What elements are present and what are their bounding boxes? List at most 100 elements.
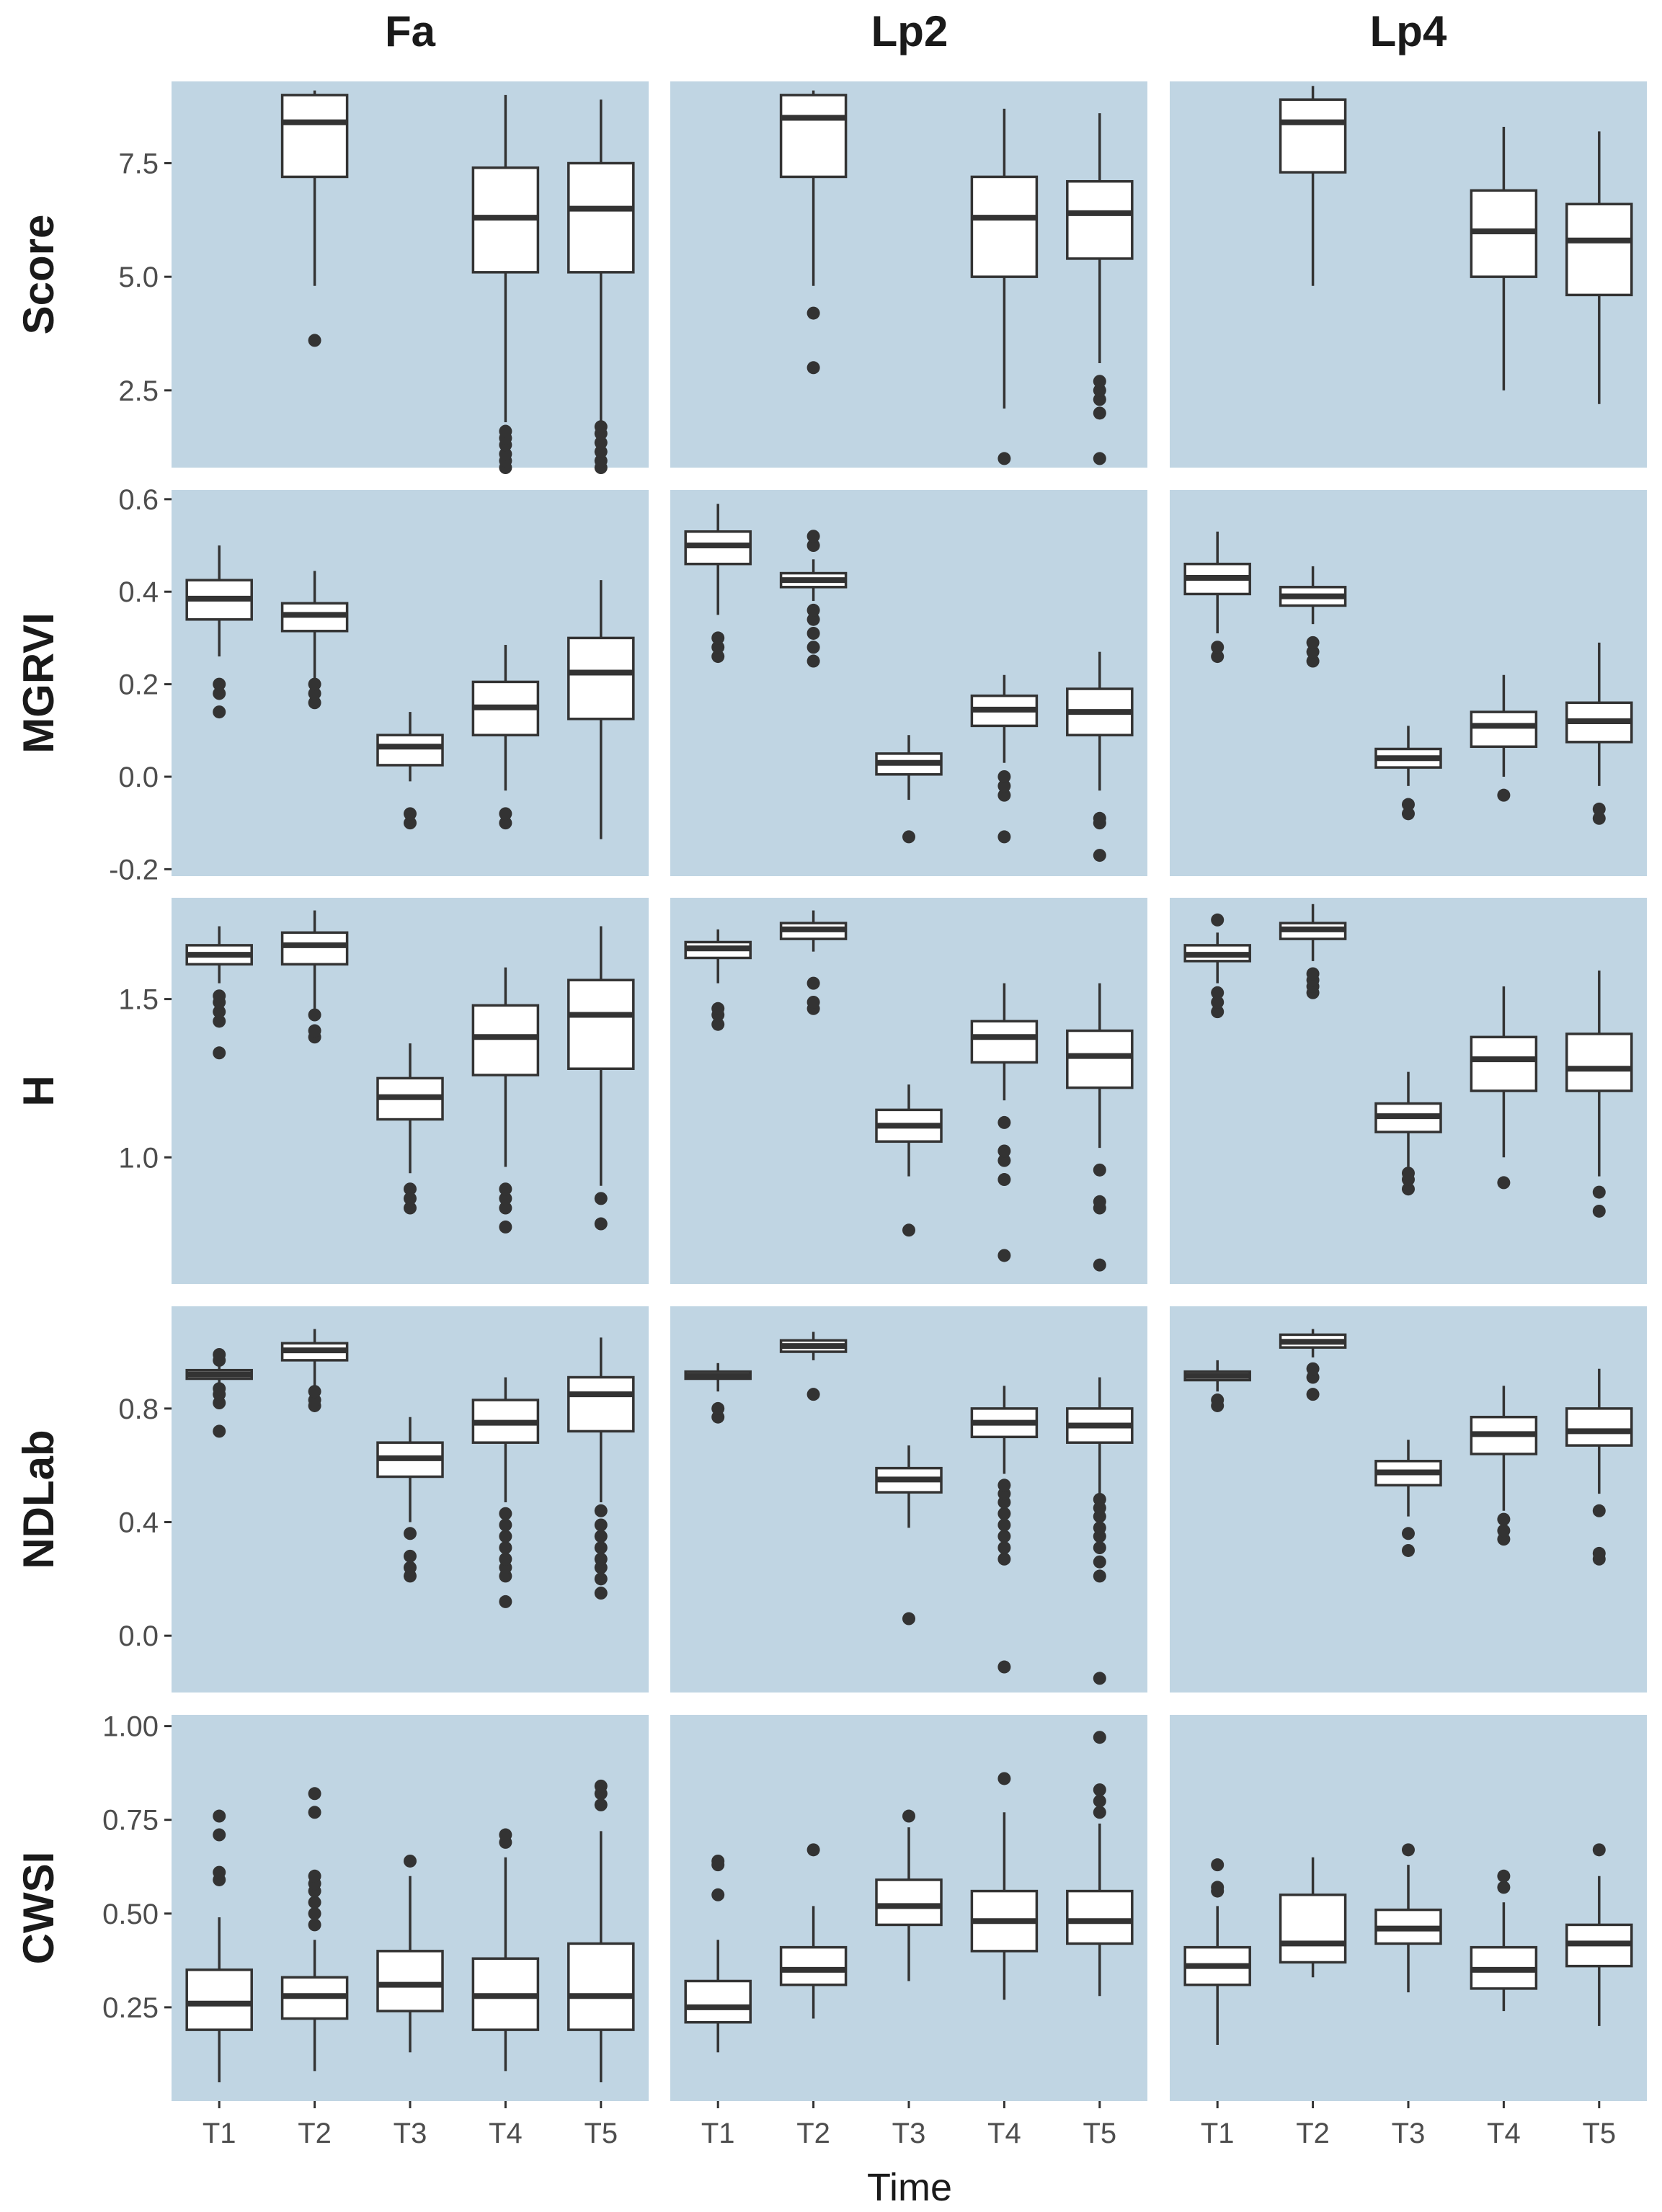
- outlier-point: [806, 654, 820, 668]
- boxplot: [1470, 986, 1538, 1190]
- y-tick-label: 0.2: [118, 669, 159, 701]
- outlier-point: [1211, 913, 1225, 927]
- facet-panel: [670, 1715, 1147, 2101]
- outlier-point: [594, 1779, 608, 1793]
- outlier-point: [997, 1541, 1011, 1554]
- iqr-box: [567, 1942, 635, 2031]
- outlier-point: [499, 1201, 512, 1215]
- y-tick-label: 1.5: [118, 984, 159, 1016]
- panel-background: [670, 81, 1147, 468]
- outlier-point: [213, 705, 226, 719]
- outlier-point: [213, 1809, 226, 1823]
- outlier-point: [1592, 1546, 1606, 1560]
- boxplot: [1066, 1377, 1134, 1685]
- outlier-point: [806, 603, 820, 617]
- boxplot: [185, 1348, 253, 1438]
- panel-background: [172, 81, 649, 468]
- boxplot: [1565, 642, 1633, 825]
- outlier-point: [1093, 849, 1106, 862]
- y-tick-label: 0.0: [118, 762, 159, 793]
- boxplot: [1565, 1368, 1633, 1566]
- outlier-point: [404, 1527, 417, 1540]
- x-axis-title: Time: [867, 2166, 952, 2209]
- x-tick-label: T5: [584, 2118, 618, 2149]
- boxplot: [280, 1329, 349, 1412]
- facet-panel: [670, 81, 1147, 468]
- boxplot: [1279, 904, 1347, 999]
- boxplot: [1279, 1329, 1347, 1401]
- outlier-point: [213, 1348, 226, 1361]
- outlier-point: [404, 1854, 417, 1868]
- iqr-box: [1279, 98, 1347, 174]
- outlier-point: [499, 447, 512, 461]
- boxplot: [875, 1809, 943, 1981]
- outlier-point: [594, 1192, 608, 1205]
- boxplot: [779, 1332, 848, 1401]
- outlier-point: [594, 1572, 608, 1586]
- outlier-point: [711, 641, 725, 654]
- x-tick-label: T5: [1083, 2118, 1116, 2149]
- row-label: NDLab: [14, 1430, 63, 1569]
- x-tick-label: T2: [796, 2118, 830, 2149]
- boxplot: [1279, 86, 1347, 286]
- outlier-point: [1402, 807, 1415, 821]
- row-label: Score: [14, 215, 63, 335]
- y-tick-label: 0.4: [118, 576, 159, 608]
- outlier-point: [1093, 1195, 1106, 1208]
- outlier-point: [594, 1587, 608, 1600]
- boxplot: [1470, 1869, 1538, 2012]
- outlier-point: [806, 1843, 820, 1857]
- boxplot: [280, 571, 349, 710]
- y-tick-label: 7.5: [118, 148, 159, 180]
- facet-panel: [1170, 898, 1647, 1284]
- y-axis: 0.0 0.4 0.8: [118, 1393, 172, 1652]
- boxplot: [970, 108, 1039, 465]
- outlier-point: [499, 1828, 512, 1842]
- outlier-point: [1093, 1731, 1106, 1744]
- boxplot: [1183, 1360, 1251, 1412]
- y-tick-label: 1.0: [118, 1142, 159, 1174]
- outlier-point: [1402, 1527, 1415, 1540]
- y-axis: 1.0 1.5: [118, 984, 172, 1174]
- outlier-point: [1402, 1167, 1415, 1180]
- outlier-point: [213, 687, 226, 700]
- boxplot: [1066, 113, 1134, 465]
- boxplot: [875, 1084, 943, 1237]
- outlier-point: [594, 1504, 608, 1517]
- boxplot: [1374, 726, 1442, 821]
- outlier-point: [1402, 1182, 1415, 1196]
- boxplot: [376, 1854, 444, 2053]
- outlier-point: [499, 1530, 512, 1543]
- boxplot: [567, 926, 635, 1231]
- outlier-point: [997, 1115, 1011, 1129]
- facet-panel: [172, 81, 649, 474]
- boxplot: [185, 926, 253, 1060]
- y-tick-label: 0.75: [102, 1805, 159, 1837]
- outlier-point: [997, 1530, 1011, 1543]
- boxplot: [1565, 131, 1633, 404]
- x-tick-label: T3: [394, 2118, 427, 2149]
- outlier-point: [404, 1182, 417, 1196]
- facet-panel: [172, 490, 649, 876]
- boxplot: [280, 910, 349, 1044]
- iqr-box: [1279, 1894, 1347, 1964]
- y-tick-label: 0.0: [118, 1620, 159, 1652]
- outlier-point: [902, 830, 915, 844]
- outlier-point: [499, 1507, 512, 1520]
- outlier-point: [711, 631, 725, 645]
- iqr-box: [1066, 1889, 1134, 1945]
- boxplot: [779, 530, 848, 668]
- outlier-point: [1093, 1672, 1106, 1685]
- outlier-point: [499, 1518, 512, 1532]
- outlier-point: [806, 976, 820, 990]
- outlier-point: [1592, 1504, 1606, 1517]
- outlier-point: [1093, 393, 1106, 406]
- y-tick-label: 2.5: [118, 375, 159, 407]
- outlier-point: [1306, 967, 1320, 981]
- iqr-box: [970, 175, 1039, 278]
- iqr-box: [280, 931, 349, 966]
- outlier-point: [308, 1906, 321, 1920]
- outlier-point: [711, 1017, 725, 1031]
- y-tick-label: 0.8: [118, 1393, 159, 1425]
- outlier-point: [711, 1401, 725, 1415]
